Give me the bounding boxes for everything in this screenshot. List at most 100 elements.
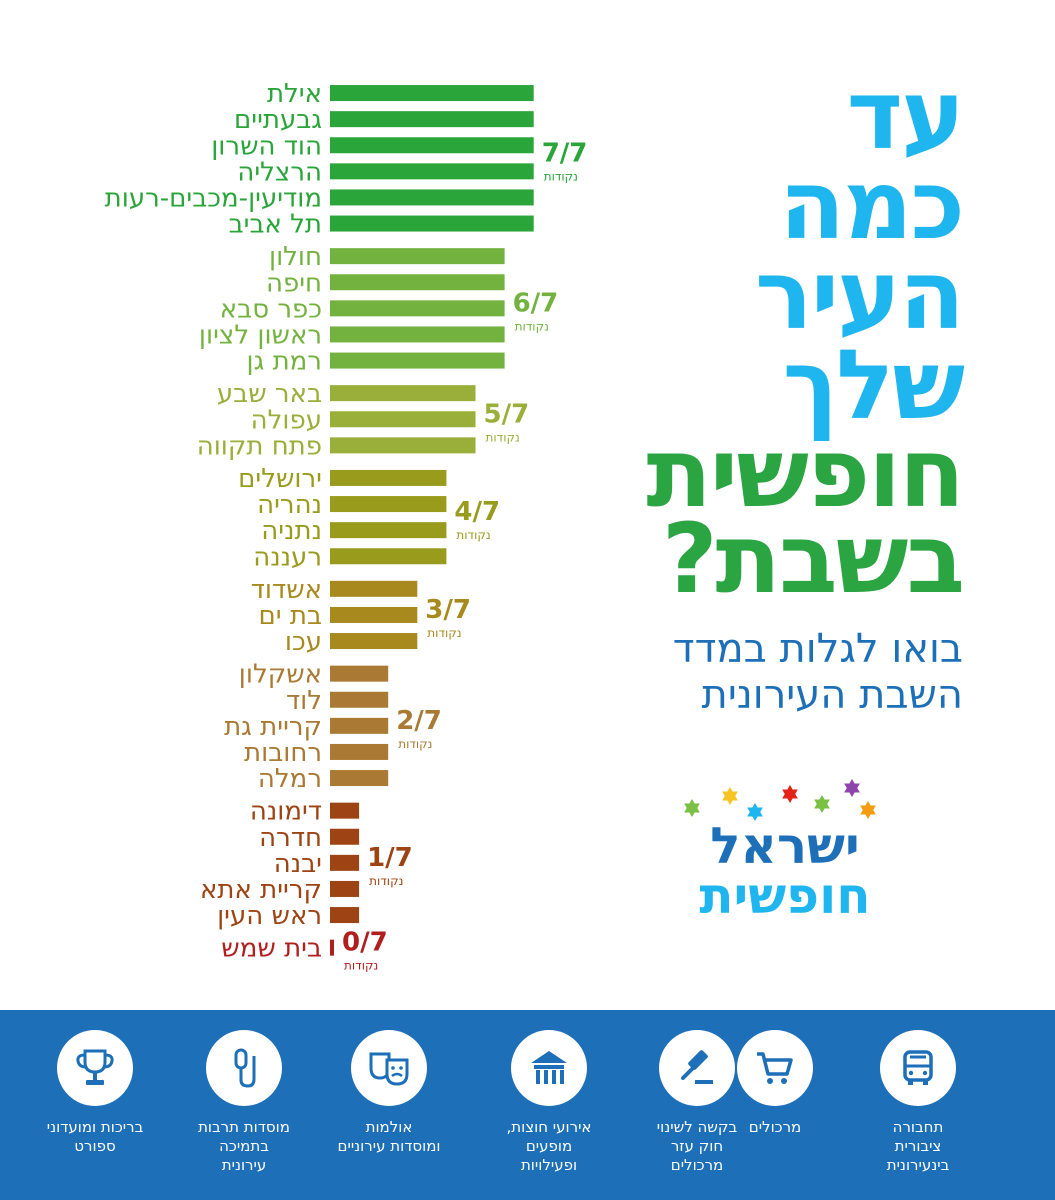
city-label: גבעתיים [234,105,322,135]
tent-icon [531,1051,567,1084]
stars-icon [684,779,876,821]
points-label: נקודות [398,737,432,751]
city-label: בית שמש [221,934,322,964]
city-label: חולון [269,242,322,272]
category-bylaw-change: בקשה לשינוי חוק עזר מרכולים [622,1030,772,1175]
points-label: נקודות [544,169,578,183]
category-outdoor-events: אירועי חוצות, מופעים ופעילויות [474,1030,624,1175]
bar-7-0 [330,939,334,956]
score-label: 7/7 [542,138,588,168]
bar-6-3 [330,880,360,897]
bar-0-0 [330,85,534,102]
bar-5-3 [330,743,389,760]
city-label: פתח תקווה [197,431,322,461]
category-label: אולמות ומוסדות עירוניים [337,1118,441,1155]
points-label: נקודות [344,959,378,973]
points-label: נקודות [456,528,490,542]
city-label: הוד השרון [211,131,322,161]
bar-2-2 [330,437,476,454]
score-label: 3/7 [425,595,471,625]
bar-3-2 [330,522,447,539]
theater-masks-icon [369,1052,409,1086]
score-label: 0/7 [342,928,388,958]
microphone-icon [234,1048,256,1088]
bar-2-1 [330,411,476,428]
city-label: תל אביב [229,210,322,240]
trophy-icon [76,1049,114,1085]
bar-1-0 [330,248,505,265]
category-label: בריכות ומועדוני ספורט [46,1118,144,1155]
headline-line-3: העיר [755,239,965,351]
headline-line-5: חופשית [646,417,965,529]
score-label: 4/7 [454,497,500,527]
bar-1-1 [330,274,505,291]
points-label: נקודות [486,430,520,444]
headline: עד כמה העיר שלך חופשית בשבת? [543,67,965,615]
star-icon [782,789,798,803]
bar-2-0 [330,385,476,402]
city-label: קריית אתא [200,875,322,905]
bar-0-5 [330,215,534,232]
points-label: נקודות [427,626,461,640]
city-label: נתניה [261,516,322,546]
bar-5-1 [330,691,389,708]
city-label: נהריה [257,490,322,520]
city-label: אילת [267,79,322,109]
cart-icon [757,1052,793,1084]
star-icon [722,791,738,805]
city-label: קריית גת [224,712,322,742]
bar-6-0 [330,802,360,819]
city-label: אשדוד [251,575,322,605]
bar-3-1 [330,496,447,513]
bar-3-3 [330,548,447,565]
score-label: 6/7 [513,288,559,318]
city-label: הרצליה [237,157,322,187]
gavel-icon [681,1050,713,1084]
bar-6-2 [330,854,360,871]
city-label: רחובות [244,738,322,768]
bar-3-0 [330,469,447,486]
category-intercity-transport: תחבורה ציבורית בינעירונית [843,1030,993,1175]
logo-line-1: ישראל [710,817,860,875]
category-label: מוסדות תרבות בתמיכה עירונית [198,1118,290,1174]
bar-5-0 [330,665,389,682]
category-label: מרכולים [748,1118,802,1136]
city-label: עפולה [251,405,322,435]
star-icon [844,783,860,797]
city-label: יבנה [274,849,322,879]
star-icon [814,799,830,813]
bar-1-2 [330,300,505,317]
category-sport-clubs: בריכות ומועדוני ספורט [20,1030,170,1156]
city-label: מודיעין-מכבים-רעות [105,183,322,213]
city-label: אשקלון [239,660,322,690]
bar-0-2 [330,137,534,154]
bar-0-1 [330,111,534,128]
bar-4-2 [330,633,418,650]
star-icon [860,805,876,819]
city-label: כפר סבא [220,294,322,324]
bar-1-4 [330,352,505,369]
bar-5-2 [330,717,389,734]
points-label: נקודות [369,874,403,888]
city-label: ירושלים [238,464,322,494]
star-icon [684,803,700,817]
category-label: תחבורה ציבורית בינעירונית [886,1118,950,1174]
categories-footer: תחבורה ציבורית בינעירונית מרכולים בקשה ל… [0,1010,1055,1200]
score-label: 2/7 [396,706,442,736]
logo-line-2: חופשית [699,867,871,925]
city-label: רעננה [253,542,322,572]
points-label: נקודות [515,319,549,333]
bar-0-4 [330,189,534,206]
star-icon [747,807,763,821]
israel-hofshit-logo: ישראל חופשית [670,770,900,940]
headline-line-4: שלך [782,329,965,441]
bar-6-1 [330,828,360,845]
city-label: רמת גן [247,347,323,377]
city-label: דימונה [250,797,322,827]
headline-line-6: בשבת? [661,503,965,615]
city-label: לוד [286,686,322,716]
score-label: 1/7 [367,843,413,873]
subtitle-line-1: בואו לגלות במדד [672,626,963,672]
score-label: 5/7 [484,399,530,429]
